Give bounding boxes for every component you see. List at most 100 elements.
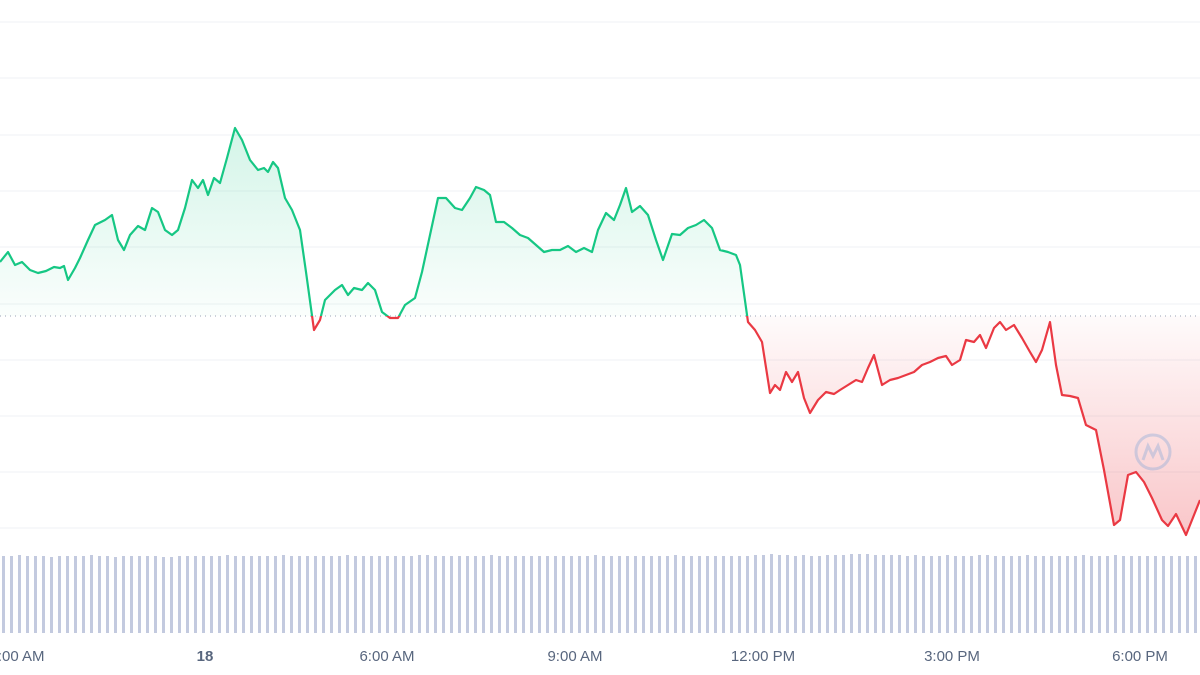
volume-bar (426, 555, 429, 633)
volume-bar (394, 556, 397, 633)
volume-bar (410, 556, 413, 633)
volume-bar (66, 556, 69, 633)
x-tick-label: 3:00 PM (924, 648, 980, 665)
volume-bar (34, 556, 37, 633)
volume-bar (898, 555, 901, 633)
volume-bar (834, 555, 837, 633)
volume-bar (730, 556, 733, 633)
plot (0, 126, 1200, 537)
x-axis: 3:00 AM 18 6:00 AM 9:00 AM 12:00 PM 3:00 PM 6:… (0, 648, 1168, 665)
volume-bar (1090, 556, 1093, 633)
volume-bar (498, 556, 501, 633)
volume-bar (962, 556, 965, 633)
volume-bar (1098, 556, 1101, 633)
volume-bar (82, 556, 85, 633)
volume-bar (1178, 556, 1181, 633)
volume-bar (818, 556, 821, 633)
volume-bar (650, 556, 653, 633)
volume-bar (1154, 556, 1157, 633)
volume-bar (930, 556, 933, 633)
volume-bar (282, 555, 285, 633)
volume-bar (578, 556, 581, 633)
volume-bar (970, 556, 973, 633)
volume-bar (938, 556, 941, 633)
volume-bar (842, 555, 845, 633)
x-tick-label: 12:00 PM (731, 648, 795, 665)
volume-bars (2, 554, 1197, 633)
volume-bar (26, 556, 29, 633)
volume-bar (1002, 556, 1005, 633)
volume-bar (234, 556, 237, 633)
volume-bar (162, 557, 165, 633)
volume-bar (922, 556, 925, 633)
volume-bar (90, 555, 93, 633)
volume-bar (194, 556, 197, 633)
volume-bar (2, 556, 5, 633)
volume-bar (74, 556, 77, 633)
volume-bar (882, 555, 885, 633)
volume-bar (170, 557, 173, 633)
volume-bar (1186, 556, 1189, 633)
volume-bar (402, 556, 405, 633)
volume-bar (1082, 555, 1085, 633)
volume-bar (1042, 556, 1045, 633)
volume-bar (378, 556, 381, 633)
volume-bar (442, 556, 445, 633)
volume-bar (858, 554, 861, 633)
volume-bar (722, 556, 725, 633)
volume-bar (610, 556, 613, 633)
volume-bar (714, 556, 717, 633)
volume-bar (1058, 556, 1061, 633)
area-fill (0, 128, 1200, 535)
volume-bar (546, 556, 549, 633)
volume-bar (1194, 556, 1197, 633)
volume-bar (738, 556, 741, 633)
volume-bar (626, 556, 629, 633)
volume-bar (618, 556, 621, 633)
volume-bar (314, 556, 317, 633)
volume-bar (586, 556, 589, 633)
volume-bar (986, 555, 989, 633)
volume-bar (530, 556, 533, 633)
volume-bar (482, 556, 485, 633)
volume-bar (250, 556, 253, 633)
volume-bar (130, 556, 133, 633)
volume-bar (490, 555, 493, 633)
volume-bar (754, 555, 757, 633)
volume-bar (562, 556, 565, 633)
volume-bar (1066, 556, 1069, 633)
volume-bar (1146, 556, 1149, 633)
volume-bar (474, 556, 477, 633)
volume-bar (42, 556, 45, 633)
volume-bar (1170, 556, 1173, 633)
volume-bar (674, 555, 677, 633)
volume-bar (186, 556, 189, 633)
volume-bar (658, 556, 661, 633)
volume-bar (138, 556, 141, 633)
volume-bar (706, 556, 709, 633)
volume-bar (1010, 556, 1013, 633)
volume-bar (906, 556, 909, 633)
volume-bar (322, 556, 325, 633)
volume-bar (266, 556, 269, 633)
volume-bar (306, 556, 309, 633)
volume-bar (354, 556, 357, 633)
x-tick-label: 6:00 PM (1112, 648, 1168, 665)
x-tick-label: 3:00 AM (0, 648, 45, 665)
volume-bar (58, 556, 61, 633)
volume-bar (114, 557, 117, 633)
volume-bar (770, 554, 773, 633)
volume-bar (602, 556, 605, 633)
volume-bar (1074, 556, 1077, 633)
x-tick-label: 18 (197, 648, 214, 665)
volume-bar (242, 556, 245, 633)
volume-bar (106, 556, 109, 633)
volume-bar (1114, 555, 1117, 633)
volume-bar (10, 556, 13, 633)
volume-bar (218, 556, 221, 633)
x-tick-label: 9:00 AM (547, 648, 602, 665)
volume-bar (458, 556, 461, 633)
volume-bar (146, 556, 149, 633)
volume-bar (418, 555, 421, 633)
